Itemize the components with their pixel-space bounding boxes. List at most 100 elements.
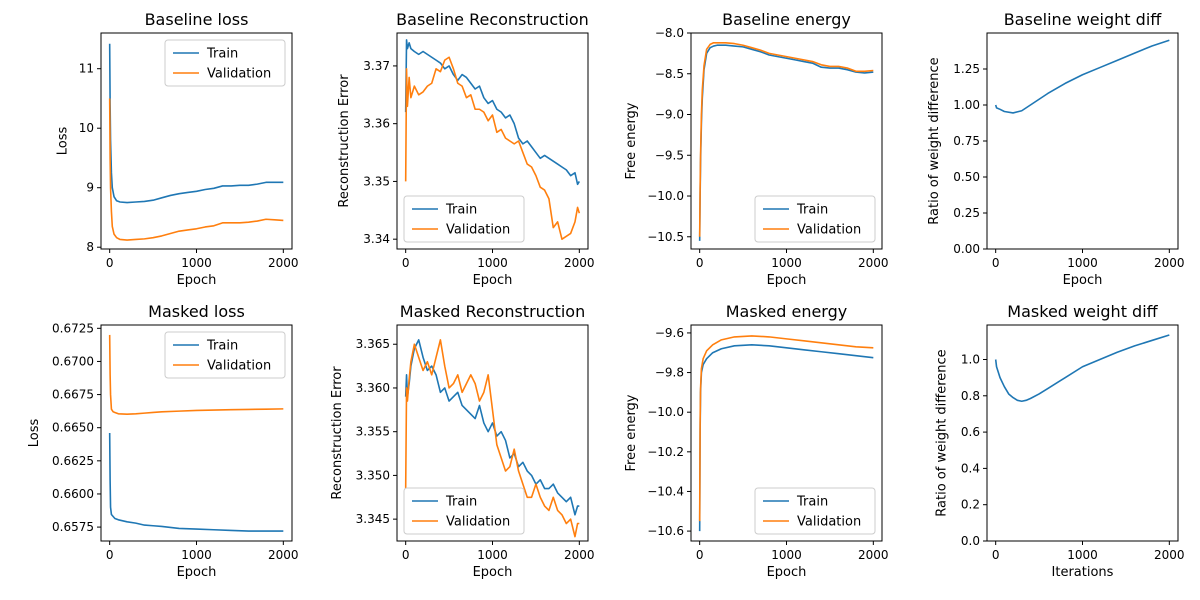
series-line-validation (404, 56, 581, 240)
legend-box (754, 487, 876, 535)
x-tick-label: 0 (106, 256, 114, 270)
y-tick-label: 3.37 (363, 59, 390, 73)
legend-entry: Train (206, 339, 238, 354)
x-tick-label: 1000 (181, 256, 212, 270)
x-tick-label: 2000 (268, 256, 299, 270)
x-axis-label: Epoch (177, 565, 217, 580)
y-tick-label: 0.6625 (52, 454, 94, 468)
series-line-train (108, 43, 284, 204)
axes-frame (100, 32, 293, 250)
x-axis-label: Epoch (767, 273, 807, 288)
legend-entry: Validation (446, 223, 510, 238)
y-tick-label: 3.34 (363, 232, 390, 246)
axes-frame (100, 324, 293, 542)
x-tick-label: 0 (106, 548, 114, 562)
x-tick-label: 1000 (477, 548, 508, 562)
series-line-train (404, 339, 580, 516)
legend: Train Validation (754, 195, 876, 243)
series-line-validation (698, 41, 874, 237)
y-tick-label: 0.50 (953, 170, 980, 184)
y-tick-label: 0.6700 (52, 354, 94, 368)
legend-entry: Validation (797, 515, 861, 530)
legend-entry: Validation (207, 359, 271, 374)
series-line-validation (404, 339, 580, 538)
y-tick-label: 0.6650 (52, 421, 94, 435)
axes-frame (396, 324, 589, 542)
x-axis-label: Epoch (177, 273, 217, 288)
plot-area (108, 43, 284, 241)
legend-entry: Train (206, 47, 238, 62)
y-tick-label: −9.0 (655, 108, 684, 122)
y-tick-label: −9.6 (655, 326, 684, 340)
x-tick-label: 0 (402, 548, 410, 562)
y-tick-label: 0.4 (961, 461, 980, 475)
subplot-2: Baseline Reconstruction 0 1000 2000 3.34 3.35… (337, 10, 594, 288)
y-tick-label: 3.36 (363, 117, 390, 131)
y-tick-label: −8.5 (655, 67, 684, 81)
subplot-title: Masked loss (148, 302, 245, 321)
legend: Train Validation (754, 487, 876, 535)
series-line-validation (108, 334, 284, 415)
subplot-4: Baseline weight diff 0 1000 2000 0.00 0.25 0.5… (927, 10, 1184, 288)
y-axis-label: Free energy (624, 102, 639, 179)
axes-frame (690, 324, 883, 542)
y-tick-label: 10 (79, 121, 94, 135)
subplot-title: Baseline Reconstruction (396, 10, 589, 29)
subplot-5: Masked loss 0 1000 2000 0.6575 0.6600 0.6625 0.… (27, 302, 299, 580)
axes-frame (396, 32, 589, 250)
plot-area (994, 334, 1170, 403)
y-tick-label: 0.6575 (52, 520, 94, 534)
y-tick-label: 3.365 (356, 337, 390, 351)
series-line-ratio (994, 39, 1170, 114)
x-tick-label: 0 (992, 256, 1000, 270)
legend: Train Validation (164, 39, 286, 87)
legend-box (403, 487, 525, 535)
x-tick-label: 0 (696, 256, 704, 270)
subplot-1: Baseline loss 0 1000 2000 8 9 10 11 Epoch Loss Tra… (56, 10, 299, 288)
y-tick-label: −9.8 (655, 366, 684, 380)
series-line-ratio (994, 334, 1170, 403)
plot-area (698, 335, 874, 532)
x-tick-label: 1000 (771, 548, 802, 562)
y-tick-label: 0.75 (953, 134, 980, 148)
legend-entry: Validation (797, 223, 861, 238)
x-tick-label: 0 (402, 256, 410, 270)
x-tick-label: 1000 (1067, 256, 1098, 270)
axes-frame (986, 32, 1179, 250)
axes-frame (690, 32, 883, 250)
x-tick-label: 2000 (564, 256, 595, 270)
subplot-title: Masked energy (726, 302, 847, 321)
y-tick-label: −8.0 (655, 26, 684, 40)
y-tick-label: 3.35 (363, 174, 390, 188)
y-tick-label: 0.8 (961, 389, 980, 403)
y-tick-label: 0.6600 (52, 487, 94, 501)
y-tick-label: −10.2 (647, 445, 684, 459)
legend: Train Validation (403, 487, 525, 535)
legend-entry: Train (796, 495, 828, 510)
subplot-title: Baseline loss (145, 10, 249, 29)
legend-entry: Train (445, 495, 477, 510)
y-tick-label: 3.360 (356, 381, 390, 395)
y-tick-label: 3.355 (356, 425, 390, 439)
legend-entry: Train (445, 203, 477, 218)
subplot-title: Masked weight diff (1007, 302, 1158, 321)
x-axis-label: Epoch (1063, 273, 1103, 288)
x-tick-label: 2000 (858, 548, 889, 562)
subplot-7: Masked energy 0 1000 2000 −10.6 −10.4 −10.2 −10… (624, 302, 889, 580)
legend: Train Validation (403, 195, 525, 243)
y-tick-label: 1.0 (961, 352, 980, 366)
legend-entry: Validation (446, 515, 510, 530)
y-axis-label: Ratio of weight difference (934, 349, 949, 516)
y-axis-label: Loss (27, 419, 42, 448)
y-tick-label: 9 (86, 181, 94, 195)
y-tick-label: 8 (86, 240, 94, 254)
x-tick-label: 1000 (771, 256, 802, 270)
y-tick-label: −9.5 (655, 148, 684, 162)
y-axis-label: Ratio of weight difference (927, 57, 942, 224)
x-axis-label: Epoch (473, 565, 513, 580)
series-line-validation (108, 98, 284, 241)
y-tick-label: 0.6 (961, 425, 980, 439)
legend: Train Validation (164, 331, 286, 379)
y-tick-label: −10.4 (647, 484, 684, 498)
series-line-train (404, 39, 581, 186)
